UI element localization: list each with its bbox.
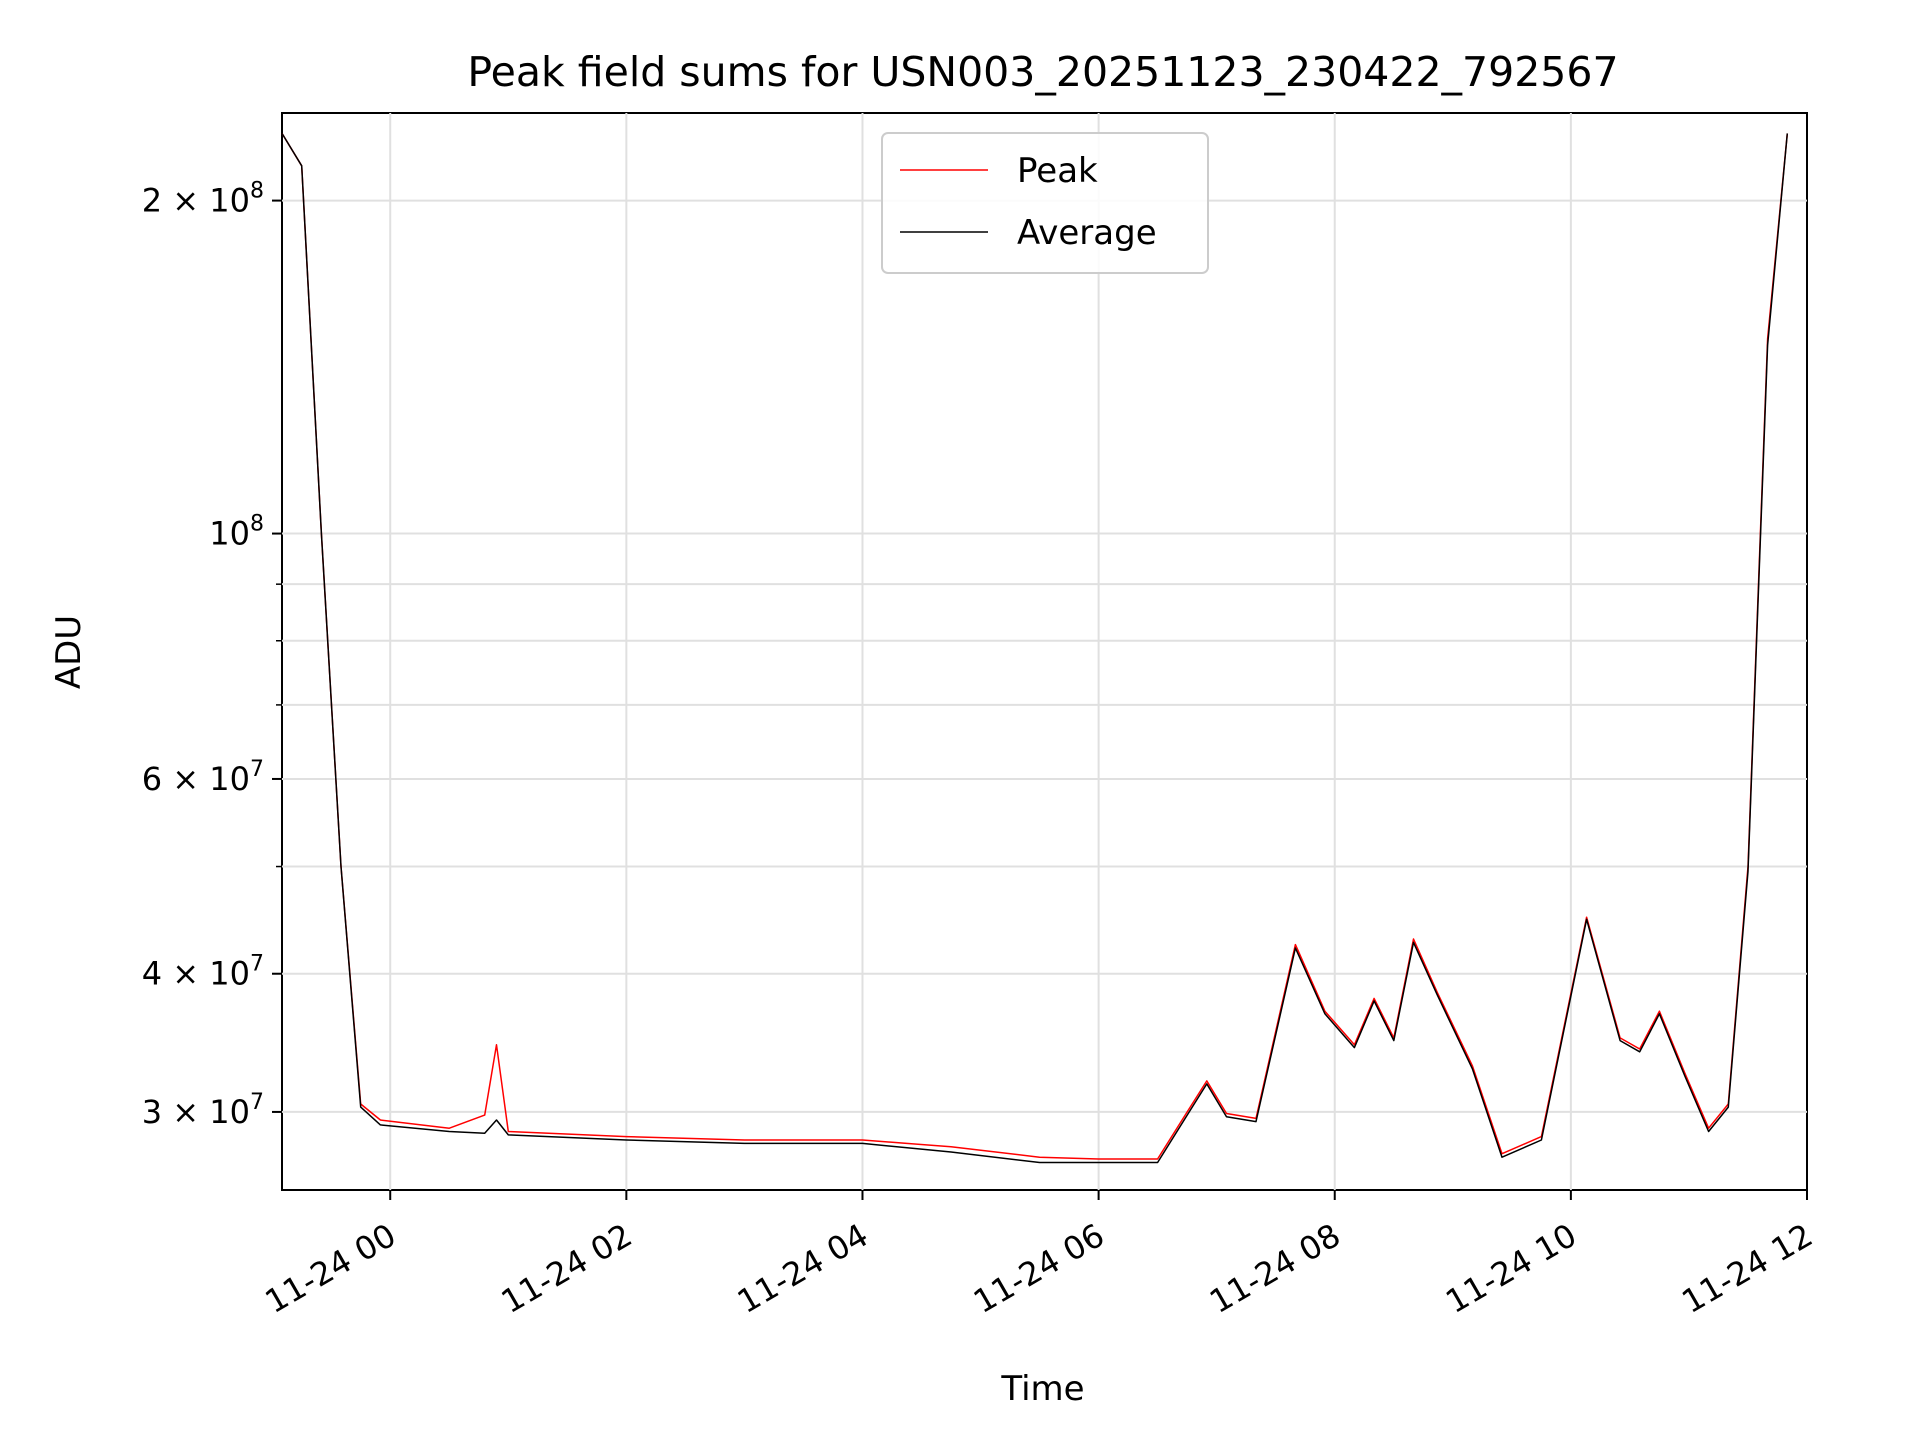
grid-lines — [282, 113, 1807, 1190]
x-tick-label: 11-24 08 — [1203, 1216, 1347, 1321]
x-tick-label: 11-24 06 — [967, 1216, 1111, 1321]
y-tick-label: 3 × 107 — [142, 1090, 264, 1131]
y-tick-label: 4 × 107 — [142, 952, 264, 993]
legend-average-label: Average — [1017, 213, 1157, 253]
y-tick-label-exponent: 7 — [250, 1090, 264, 1115]
x-tick-label: 11-24 00 — [259, 1216, 403, 1321]
y-tick-label: 6 × 107 — [142, 757, 264, 798]
y-tick-label-base: 10 — [209, 515, 250, 553]
series-lines — [281, 133, 1789, 1164]
x-axis-label: Time — [1000, 1369, 1084, 1409]
chart-title: Peak field sums for USN003_20251123_2304… — [467, 48, 1618, 96]
plot-area — [281, 112, 1808, 1191]
y-axis-label: ADU — [49, 615, 89, 689]
x-tick-label: 11-24 02 — [495, 1216, 639, 1321]
x-tick-label: 11-24 12 — [1675, 1216, 1819, 1321]
y-tick-label: 108 — [209, 512, 264, 553]
legend-peak-label: Peak — [1017, 151, 1098, 191]
plot-frame — [281, 112, 1808, 1191]
y-tick-label-exponent: 7 — [250, 757, 264, 782]
y-tick-label-exponent: 8 — [250, 179, 264, 204]
x-tick-label: 11-24 04 — [731, 1216, 875, 1321]
x-axis: 11-24 00 11-24 02 11-24 04 11-24 06 11-24 08… — [259, 1190, 1819, 1321]
series-line-average — [281, 133, 1789, 1164]
x-tick-label: 11-24 10 — [1439, 1216, 1583, 1321]
y-tick-label-base: 3 × 10 — [142, 1093, 250, 1131]
y-tick-label-exponent: 7 — [250, 952, 264, 977]
legend: Peak Average — [881, 132, 1209, 274]
legend-box — [881, 132, 1209, 274]
y-tick-label: 2 × 108 — [142, 179, 264, 220]
y-tick-label-base: 2 × 10 — [142, 182, 250, 220]
y-tick-label-base: 6 × 10 — [142, 760, 250, 798]
series-line-peak — [281, 133, 1789, 1160]
y-tick-label-base: 4 × 10 — [142, 955, 250, 993]
y-tick-label-exponent: 8 — [250, 512, 264, 537]
